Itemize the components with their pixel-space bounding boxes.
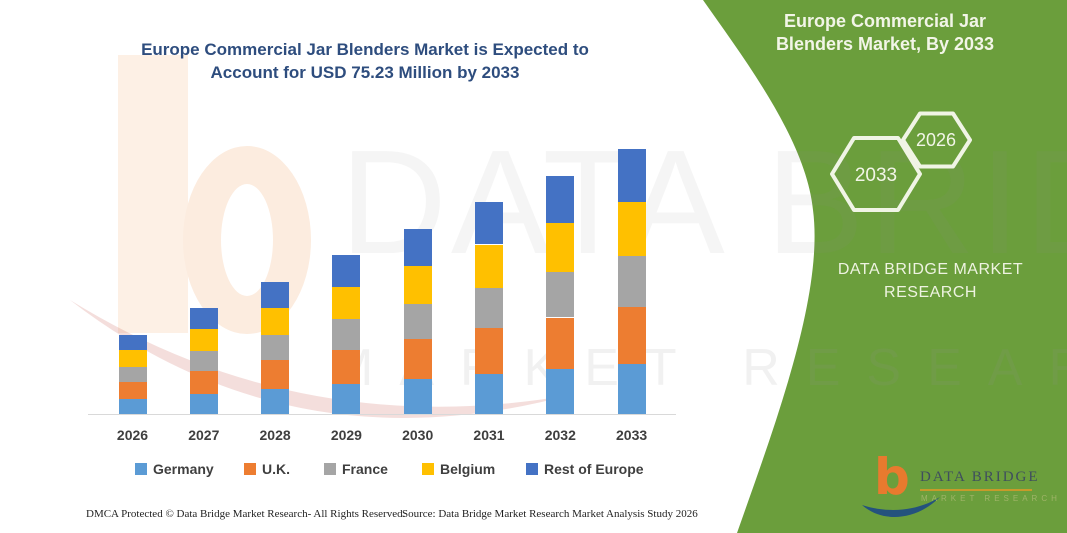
brand-line1: DATA BRIDGE MARKET: [837, 261, 1024, 278]
bar-segment-rest-of-europe-2028: [261, 281, 290, 308]
legend-label: U.K.: [262, 461, 290, 477]
x-axis-label-2032: 2032: [544, 427, 576, 443]
bar-segment-france-2027: [189, 350, 218, 371]
x-axis-label-2027: 2027: [188, 427, 220, 443]
legend-label: Rest of Europe: [544, 461, 644, 477]
bar-segment-belgium-2029: [332, 286, 361, 320]
bar-segment-belgium-2027: [189, 329, 218, 351]
logo-name-text: DATA BRIDGE: [920, 469, 1040, 485]
bar-segment-rest-of-europe-2033: [617, 149, 646, 203]
chart-title: Europe Commercial Jar Blenders Market is…: [95, 38, 635, 84]
bar-segment-belgium-2032: [546, 223, 575, 273]
bar-segment-germany-2029: [332, 383, 361, 414]
watermark-text-row2: MARKET RESEARCH: [330, 339, 1067, 397]
logo-subtitle-text: MARKET RESEARCH: [921, 494, 1061, 503]
bar-segment-germany-2027: [189, 393, 218, 414]
side-panel-title: Europe Commercial Jar Blenders Market, B…: [755, 10, 1015, 56]
bar-segment-rest-of-europe-2029: [332, 255, 361, 287]
bar-segment-rest-of-europe-2026: [118, 334, 147, 351]
bar-segment-germany-2032: [546, 368, 575, 414]
bar-segment-u-k--2026: [118, 381, 147, 399]
bar-segment-france-2026: [118, 366, 147, 382]
hexagon-2026: [901, 111, 972, 169]
legend-label: France: [342, 461, 388, 477]
chart-title-line2: Account for USD 75.23 Million by 2033: [210, 63, 520, 82]
x-axis-line: [88, 414, 676, 415]
hexagon-2033: [830, 136, 922, 212]
footer-source-text: Source: Data Bridge Market Research Mark…: [402, 508, 698, 520]
legend-swatch-icon: [244, 463, 256, 475]
side-panel-shape: [703, 0, 1067, 533]
x-axis-label-2030: 2030: [402, 427, 434, 443]
brand-line2: RESEARCH: [884, 284, 977, 301]
bar-segment-u-k--2027: [189, 371, 218, 394]
legend: Germany U.K. France Belgium Rest of Europe: [135, 461, 644, 477]
legend-label: Germany: [153, 461, 214, 477]
bar-segment-belgium-2030: [403, 265, 432, 304]
bar-segment-belgium-2026: [118, 350, 147, 367]
bar-segment-germany-2031: [475, 373, 503, 414]
watermark-logo-stem: [118, 55, 188, 333]
bar-segment-belgium-2031: [475, 244, 503, 288]
legend-swatch-icon: [324, 463, 336, 475]
bar-segment-france-2029: [332, 319, 361, 350]
bar-segment-france-2028: [261, 335, 290, 361]
x-axis-label-2031: 2031: [473, 427, 505, 443]
side-panel-title-line1: Europe Commercial Jar: [783, 11, 987, 31]
bar-segment-u-k--2028: [261, 360, 290, 389]
bar-segment-germany-2033: [617, 363, 646, 414]
bar-segment-rest-of-europe-2032: [546, 175, 575, 224]
side-panel-brand: DATA BRIDGE MARKET RESEARCH: [813, 258, 1048, 304]
side-panel-title-line2: Blenders Market, By 2033: [775, 34, 995, 54]
x-axis-label-2028: 2028: [259, 427, 291, 443]
bar-segment-rest-of-europe-2027: [189, 308, 218, 330]
legend-swatch-icon: [422, 463, 434, 475]
x-axis-label-2033: 2033: [616, 427, 648, 443]
bar-segment-germany-2026: [118, 398, 147, 414]
bar-segment-rest-of-europe-2030: [403, 228, 432, 266]
bar-segment-france-2032: [546, 272, 575, 318]
logo-underline: [920, 489, 1032, 491]
bar-segment-u-k--2033: [617, 306, 646, 364]
bar-segment-france-2030: [403, 303, 432, 339]
hexagon-2033-label: 2033: [855, 165, 897, 186]
chart-title-line1: Europe Commercial Jar Blenders Market is…: [141, 40, 589, 59]
bar-segment-u-k--2029: [332, 349, 361, 384]
bar-segment-france-2031: [475, 287, 503, 329]
bar-segment-belgium-2028: [261, 308, 290, 336]
bar-segment-u-k--2031: [475, 328, 503, 374]
logo-letter-b: b: [874, 448, 910, 506]
x-axis-label-2026: 2026: [116, 427, 149, 443]
footer-dmca-text: DMCA Protected © Data Bridge Market Rese…: [86, 508, 406, 520]
bar-segment-germany-2030: [403, 378, 432, 414]
bar-segment-belgium-2033: [617, 202, 646, 257]
bar-segment-u-k--2032: [546, 317, 575, 369]
bar-segment-rest-of-europe-2031: [475, 202, 503, 245]
legend-swatch-icon: [526, 463, 538, 475]
bar-segment-u-k--2030: [403, 338, 432, 379]
legend-label: Belgium: [440, 461, 496, 477]
bar-segment-france-2033: [617, 256, 646, 307]
x-axis-label-2029: 2029: [330, 427, 362, 443]
hexagon-2026-label: 2026: [916, 130, 956, 150]
bar-segment-germany-2028: [261, 388, 290, 414]
legend-swatch-icon: [135, 463, 147, 475]
